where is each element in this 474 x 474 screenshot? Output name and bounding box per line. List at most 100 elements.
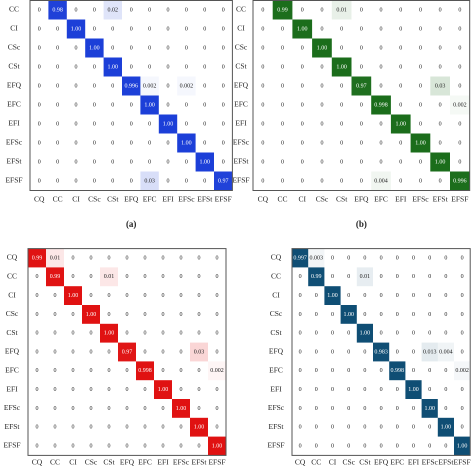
cell-label: 0 <box>412 312 415 318</box>
cell-label: 0 <box>428 387 431 393</box>
cell <box>324 286 341 305</box>
cell-label: 0 <box>396 349 399 355</box>
cell-label: 0 <box>396 406 399 412</box>
cell <box>292 19 313 39</box>
cell-label: 0.013 <box>423 349 437 355</box>
cell-label: 0 <box>419 26 422 32</box>
cell-label: 1.00 <box>181 140 192 146</box>
cell-label: 0 <box>185 45 188 51</box>
cell-label: 0 <box>281 83 284 89</box>
cell <box>140 171 159 191</box>
cell <box>46 267 64 287</box>
cell-label: 0 <box>36 368 39 374</box>
cell-label: 0 <box>203 26 206 32</box>
cell-label: 0 <box>428 368 431 374</box>
cell <box>46 248 64 268</box>
cell-label: 0 <box>281 64 284 70</box>
cell-label: 0 <box>399 45 402 51</box>
cell <box>48 0 67 20</box>
cell-label: 0 <box>315 293 318 299</box>
cell-label: 1.00 <box>108 64 119 70</box>
cell-label: 0.002 <box>210 368 224 374</box>
column-label: CSt <box>359 458 371 467</box>
cell-label: 0 <box>412 443 415 449</box>
cell-label: 0 <box>93 26 96 32</box>
cell-label: 0 <box>198 406 201 412</box>
cell-label: 0 <box>340 45 343 51</box>
row-label: EFSt <box>6 157 22 166</box>
cell-label: 0 <box>412 255 415 261</box>
caption: (a) <box>126 219 137 229</box>
cell-label: 0.996 <box>453 178 467 184</box>
cell-label: 0 <box>130 26 133 32</box>
cell-label: 0 <box>162 255 165 261</box>
cell-label: 0.004 <box>439 349 453 355</box>
cell-label: 0 <box>380 274 383 280</box>
cell-label: 0 <box>72 349 75 355</box>
cell-label: 0 <box>412 406 415 412</box>
cell-label: 0 <box>111 121 114 127</box>
cell-label: 0 <box>380 45 383 51</box>
cell-label: 0 <box>162 331 165 337</box>
cell-label: 0 <box>216 274 219 280</box>
cell-label: 0 <box>144 255 147 261</box>
cell-label: 0 <box>75 159 78 165</box>
cell-label: 0 <box>75 121 78 127</box>
cell-label: 0 <box>203 7 206 13</box>
cell-label: 0 <box>458 64 461 70</box>
cell-label: 0 <box>399 7 402 13</box>
row-label: EFSc <box>268 403 285 412</box>
cell-label: 0 <box>261 159 264 165</box>
cell-label: 0 <box>380 387 383 393</box>
cell-label: 0 <box>203 102 206 108</box>
cell-label: 0 <box>363 425 366 431</box>
cell-label: 0 <box>167 83 170 89</box>
cell <box>312 38 332 58</box>
cell-label: 0 <box>180 443 183 449</box>
cell-label: 0 <box>93 64 96 70</box>
cell-label: 0 <box>111 83 114 89</box>
cell <box>437 342 454 362</box>
row-label: CC <box>7 272 17 281</box>
cell-label: 0 <box>167 140 170 146</box>
cell <box>421 342 438 362</box>
cell-label: 0 <box>261 121 264 127</box>
cell-label: 0 <box>130 178 133 184</box>
cell-label: 0 <box>380 7 383 13</box>
cell-label: 0 <box>180 331 183 337</box>
cell-label: 0 <box>56 102 59 108</box>
cell-label: 0 <box>347 293 350 299</box>
cell-label: 0 <box>167 45 170 51</box>
cell-label: 0 <box>216 387 219 393</box>
cell-label: 0.99 <box>50 274 61 280</box>
cell-label: 0 <box>185 121 188 127</box>
cell-label: 0.98 <box>52 7 63 13</box>
cell-label: 0 <box>180 349 183 355</box>
cell-label: 0.97 <box>218 178 229 184</box>
cell-label: 0 <box>380 64 383 70</box>
cell-label: 0 <box>428 425 431 431</box>
cell-label: 0 <box>90 425 93 431</box>
cell-label: 0 <box>261 26 264 32</box>
column-label: EFI <box>157 458 169 467</box>
cell <box>190 417 208 437</box>
cell-label: 0 <box>108 387 111 393</box>
cell <box>28 248 46 268</box>
cell-label: 0 <box>93 7 96 13</box>
cell-label: 0 <box>36 443 39 449</box>
cell-label: 0 <box>216 312 219 318</box>
cell-label: 0 <box>72 443 75 449</box>
cell-label: 0 <box>340 178 343 184</box>
cell <box>371 171 391 191</box>
cell-label: 0 <box>56 64 59 70</box>
cell <box>356 323 373 343</box>
cell-label: 0 <box>54 387 57 393</box>
cell <box>140 76 159 96</box>
cell-label: 0 <box>396 274 399 280</box>
row-label: CC <box>9 5 19 14</box>
cell-label: 0 <box>93 121 96 127</box>
cell-label: 0 <box>90 331 93 337</box>
cell <box>430 76 450 96</box>
cell-label: 0 <box>148 45 151 51</box>
cell-label: 0 <box>380 406 383 412</box>
